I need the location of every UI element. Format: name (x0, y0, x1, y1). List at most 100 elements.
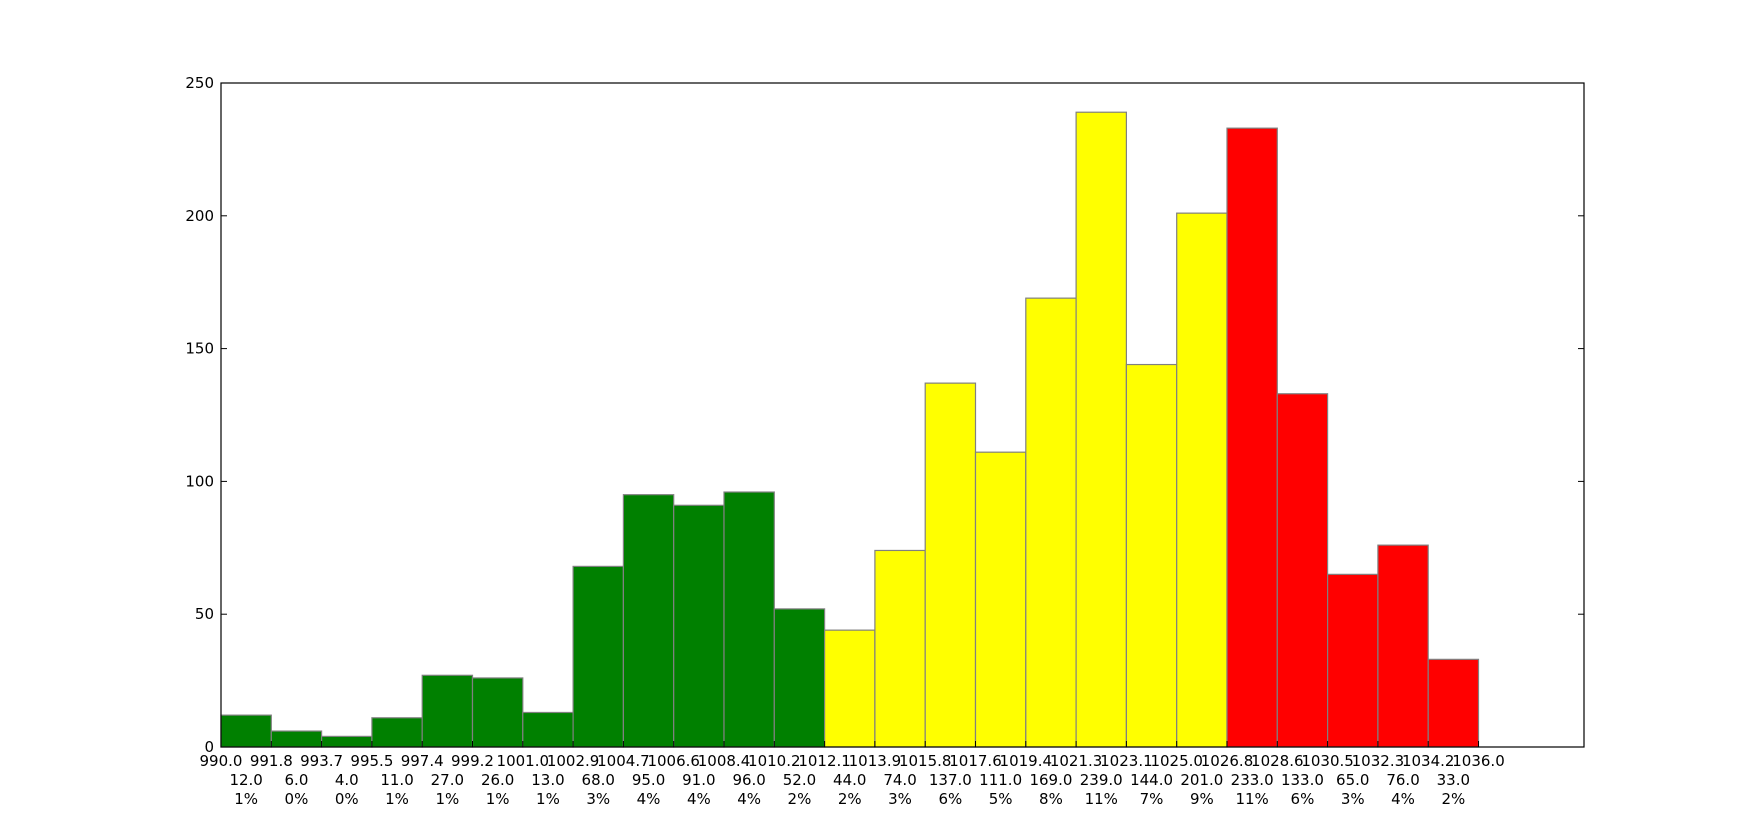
y-axis: 0 50 100 150 200 250 (185, 74, 1584, 756)
percent-label-21: 6% (1291, 790, 1315, 808)
ytick-label-0: 0 (204, 738, 214, 756)
xtick-label-2: 993.7 (300, 752, 343, 770)
count-label-18: 144.0 (1130, 771, 1173, 789)
percent-label-13: 3% (888, 790, 912, 808)
bar-4 (421, 674, 474, 748)
x-axis: 990.0 991.8 993.7 995.5 997.4 999.2 1001.01002… (200, 741, 1505, 770)
xtick-label-12: 1012.1 (798, 752, 851, 770)
xtick-label-18: 1023.1 (1100, 752, 1153, 770)
bars-layer (220, 111, 1480, 748)
percent-label-10: 4% (737, 790, 761, 808)
count-label-9: 91.0 (682, 771, 715, 789)
bar-18 (1125, 363, 1178, 748)
xtick-label-14: 1015.8 (899, 752, 952, 770)
bar-10 (723, 491, 775, 748)
count-label-2: 4.0 (335, 771, 359, 789)
xtick-label-21: 1028.6 (1251, 752, 1304, 770)
bar-17 (1075, 111, 1127, 748)
percent-label-17: 11% (1085, 790, 1118, 808)
xtick-label-25: 1036.0 (1452, 752, 1505, 770)
percent-label-23: 4% (1391, 790, 1415, 808)
xtick-label-3: 995.5 (350, 752, 393, 770)
count-label-7: 68.0 (582, 771, 615, 789)
ytick-label-1: 50 (195, 605, 214, 623)
xtick-label-6: 1001.0 (497, 752, 550, 770)
bar-5 (471, 677, 524, 748)
percent-label-19: 9% (1190, 790, 1214, 808)
xtick-label-22: 1030.5 (1301, 752, 1354, 770)
percent-label-9: 4% (687, 790, 711, 808)
percent-label-11: 2% (788, 790, 812, 808)
bar-19 (1176, 212, 1228, 748)
bar-1 (270, 730, 323, 748)
percent-label-18: 7% (1140, 790, 1164, 808)
bar-23 (1377, 544, 1429, 748)
ytick-label-2: 100 (185, 472, 214, 490)
xtick-label-19: 1025.0 (1150, 752, 1203, 770)
xtick-label-0: 990.0 (200, 752, 243, 770)
bar-2 (321, 735, 373, 748)
percent-label-15: 5% (989, 790, 1013, 808)
xtick-label-11: 1010.2 (748, 752, 801, 770)
bar-9 (673, 504, 725, 748)
count-label-10: 96.0 (732, 771, 765, 789)
percent-label-4: 1% (435, 790, 459, 808)
xtick-label-8: 1004.7 (597, 752, 650, 770)
percent-label-12: 2% (838, 790, 862, 808)
count-label-20: 233.0 (1231, 771, 1274, 789)
percent-label-20: 11% (1235, 790, 1268, 808)
count-label-14: 137.0 (929, 771, 972, 789)
percent-label-8: 4% (637, 790, 661, 808)
count-label-16: 169.0 (1029, 771, 1072, 789)
count-label-11: 52.0 (783, 771, 816, 789)
ytick-label-5: 250 (185, 74, 214, 92)
bar-14 (924, 382, 977, 748)
xtick-label-20: 1026.8 (1201, 752, 1254, 770)
xtick-label-9: 1006.6 (647, 752, 700, 770)
count-label-17: 239.0 (1080, 771, 1123, 789)
count-label-6: 13.0 (531, 771, 564, 789)
count-label-8: 95.0 (632, 771, 665, 789)
xtick-label-13: 1013.9 (849, 752, 902, 770)
percent-label-6: 1% (536, 790, 560, 808)
percent-label-2: 0% (335, 790, 359, 808)
xtick-label-10: 1008.4 (698, 752, 751, 770)
bar-6 (522, 711, 574, 748)
count-label-5: 26.0 (481, 771, 514, 789)
count-label-23: 76.0 (1386, 771, 1419, 789)
percent-label-24: 2% (1441, 790, 1465, 808)
xtick-label-23: 1032.3 (1352, 752, 1405, 770)
count-label-19: 201.0 (1180, 771, 1223, 789)
bar-7 (572, 565, 624, 748)
count-label-12: 44.0 (833, 771, 866, 789)
count-label-13: 74.0 (883, 771, 916, 789)
bar-13 (874, 549, 926, 748)
bar-15 (974, 451, 1027, 748)
bar-21 (1276, 393, 1329, 748)
percent-label-14: 6% (938, 790, 962, 808)
count-label-22: 65.0 (1336, 771, 1369, 789)
percent-label-1: 0% (285, 790, 309, 808)
count-label-21: 133.0 (1281, 771, 1324, 789)
count-label-4: 27.0 (431, 771, 464, 789)
count-label-24: 33.0 (1437, 771, 1470, 789)
bar-8 (622, 494, 675, 748)
xtick-label-1: 991.8 (250, 752, 293, 770)
bar-0 (220, 714, 272, 748)
percent-label-5: 1% (486, 790, 510, 808)
plot-frame (220, 82, 1585, 748)
count-label-1: 6.0 (285, 771, 309, 789)
ytick-label-3: 150 (185, 340, 214, 358)
bar-12 (823, 629, 876, 748)
bar-20 (1226, 127, 1278, 748)
xtick-label-4: 997.4 (401, 752, 444, 770)
xtick-label-24: 1034.2 (1402, 752, 1455, 770)
count-label-3: 11.0 (380, 771, 413, 789)
bar-3 (371, 717, 423, 748)
xtick-label-7: 1002.9 (547, 752, 600, 770)
percent-label-16: 8% (1039, 790, 1063, 808)
bar-labels: 12.01%6.00%4.00%11.01%27.01%26.01%13.01%… (229, 771, 1470, 808)
xtick-label-5: 999.2 (451, 752, 494, 770)
percent-label-3: 1% (385, 790, 409, 808)
percent-label-0: 1% (234, 790, 258, 808)
